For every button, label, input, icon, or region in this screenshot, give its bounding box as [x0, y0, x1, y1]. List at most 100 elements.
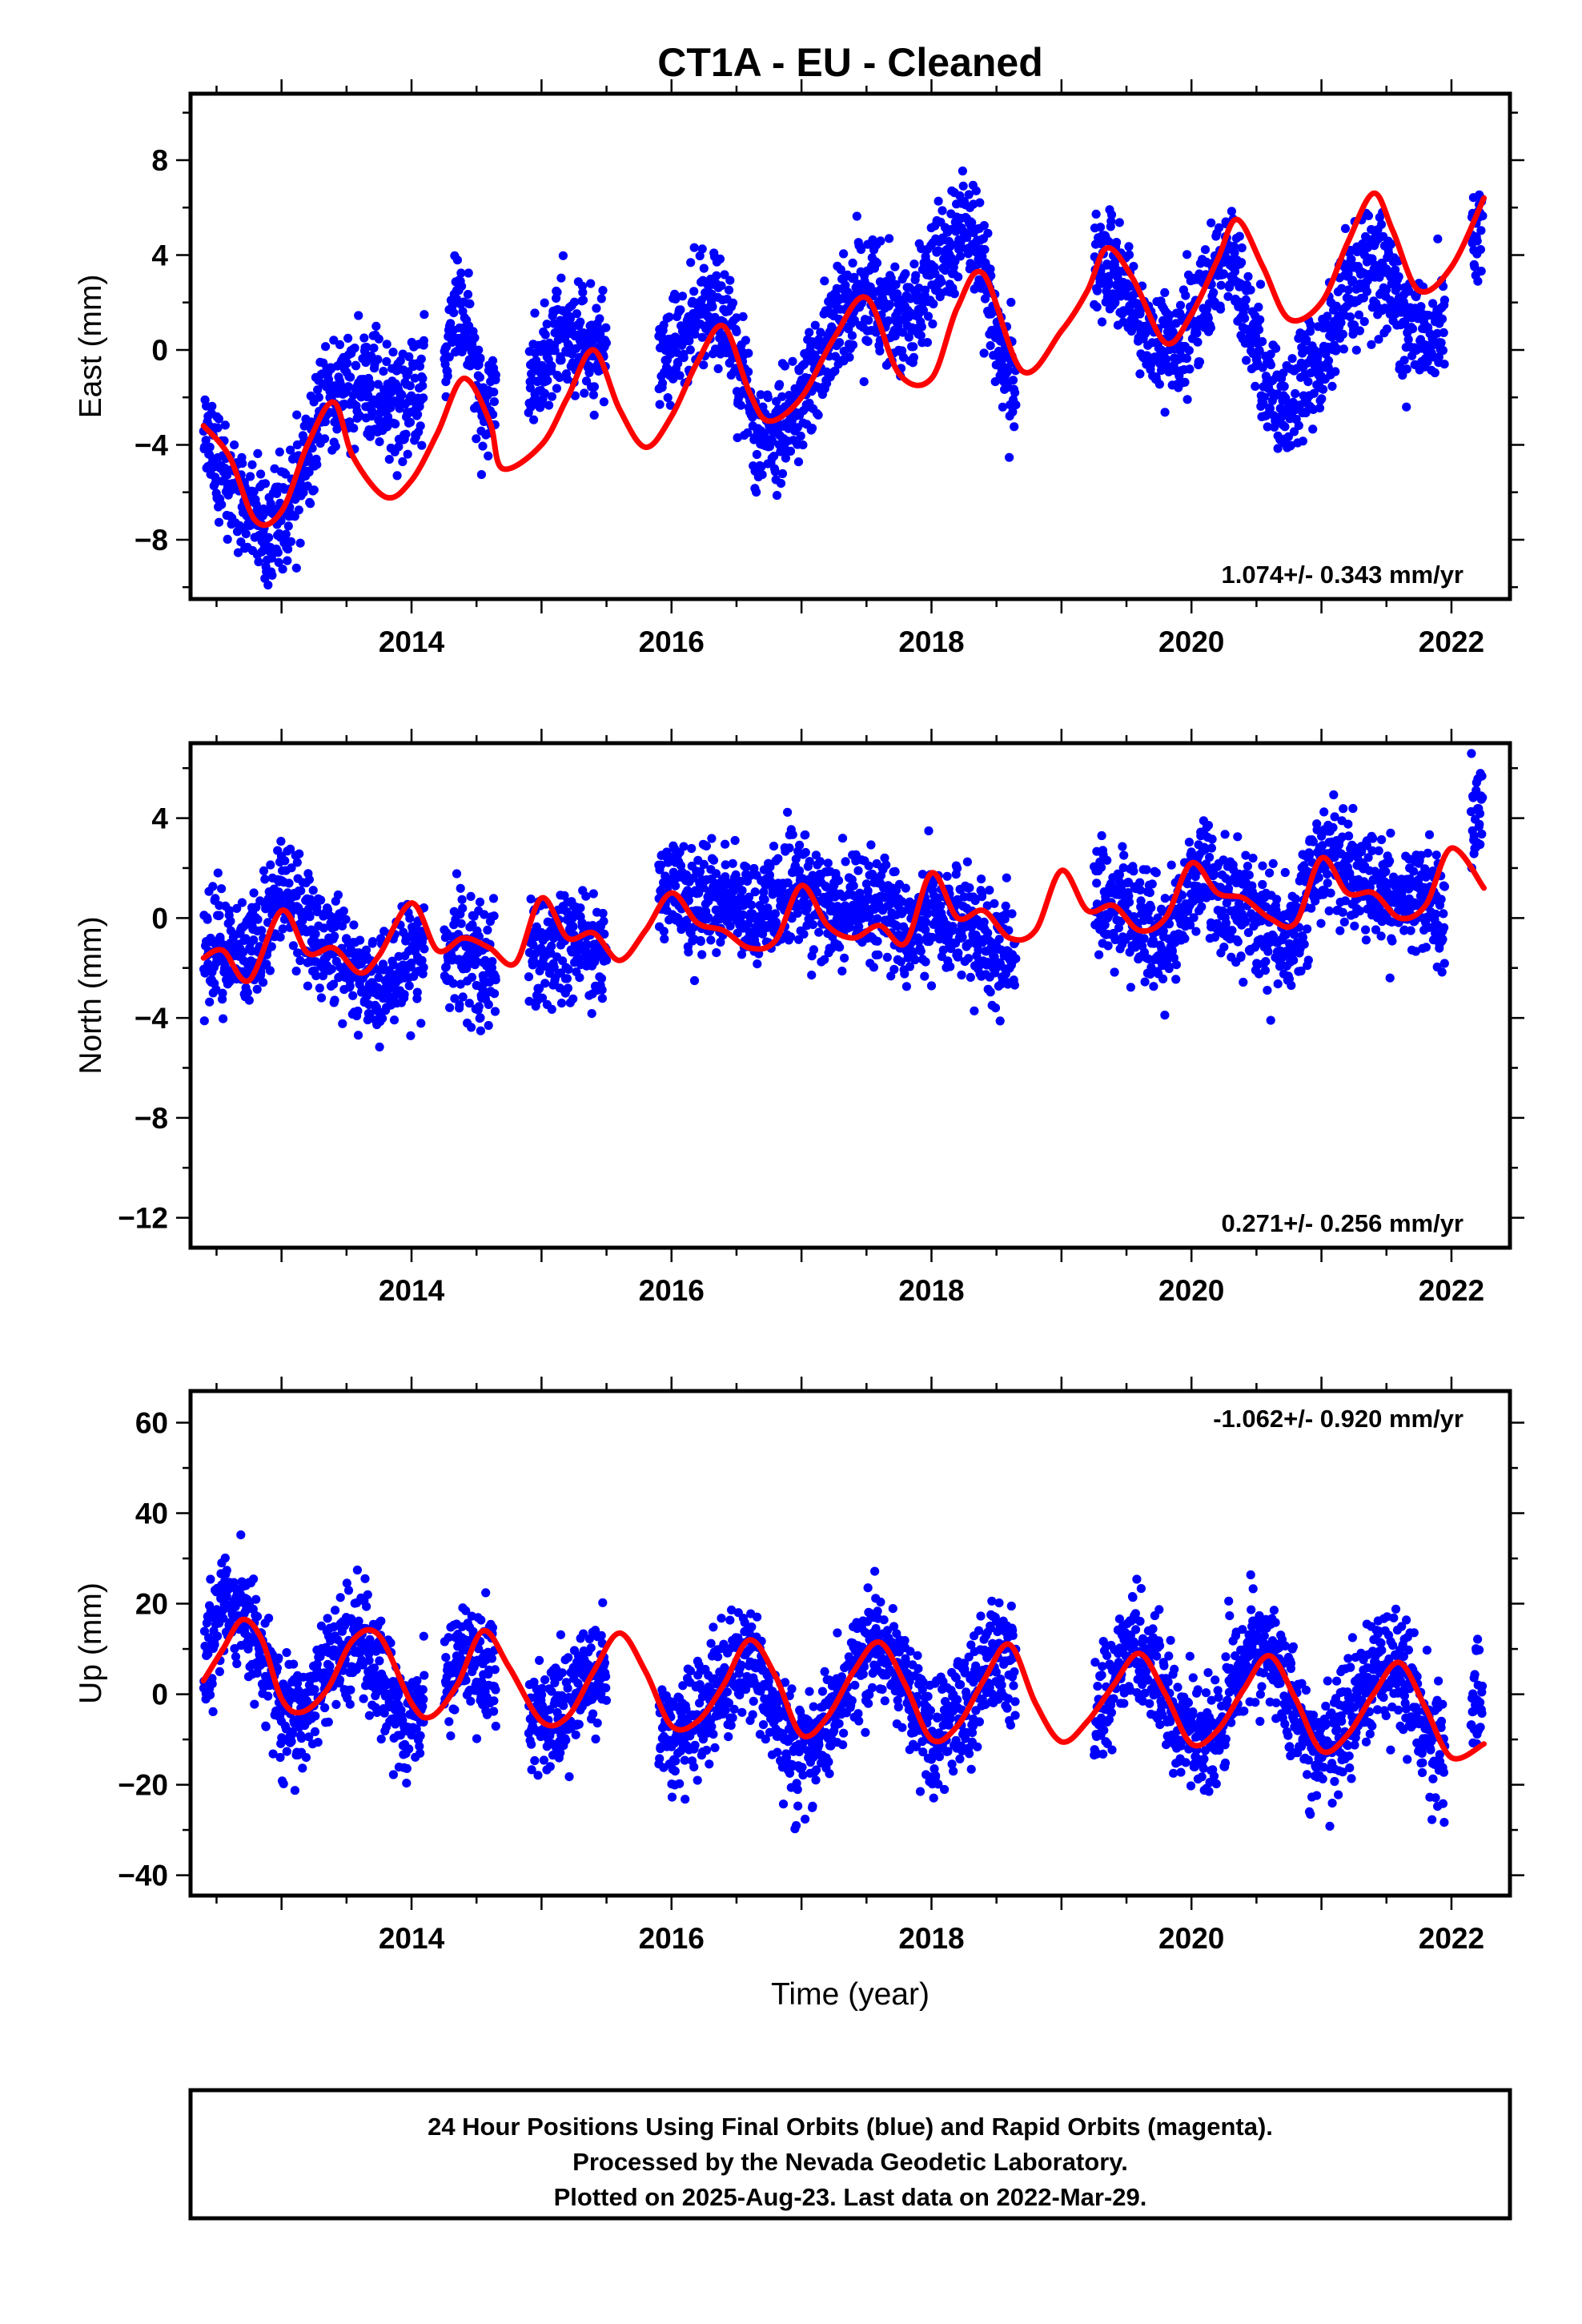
- data-point: [1160, 287, 1170, 297]
- data-point: [750, 887, 760, 897]
- data-point: [480, 910, 489, 919]
- data-point: [1306, 320, 1315, 330]
- data-point: [863, 886, 873, 895]
- data-point: [1205, 852, 1215, 862]
- data-point: [314, 392, 323, 402]
- data-point: [1206, 323, 1215, 332]
- data-point: [920, 971, 930, 981]
- data-point: [1227, 207, 1236, 216]
- data-point: [1186, 920, 1195, 930]
- data-point: [468, 920, 477, 930]
- data-point: [291, 967, 301, 976]
- data-point: [466, 891, 476, 901]
- data-point: [349, 920, 359, 930]
- data-point: [540, 979, 550, 988]
- data-point: [970, 1006, 979, 1015]
- data-point: [400, 990, 409, 999]
- data-point: [805, 328, 814, 337]
- data-point: [266, 860, 275, 870]
- data-point: [1255, 279, 1266, 289]
- data-point: [881, 860, 891, 870]
- data-point: [863, 336, 873, 346]
- data-point: [998, 402, 1007, 412]
- data-point: [1266, 349, 1275, 359]
- data-point: [1279, 381, 1289, 392]
- data-point: [1237, 258, 1247, 267]
- data-point: [1246, 285, 1255, 295]
- data-point: [921, 285, 930, 295]
- data-point: [1220, 830, 1230, 839]
- data-point: [1192, 328, 1202, 338]
- data-point: [848, 340, 858, 350]
- data-point: [1182, 879, 1192, 889]
- data-point: [570, 391, 580, 400]
- data-point: [456, 919, 466, 928]
- data-point: [388, 348, 398, 357]
- data-point: [1218, 906, 1227, 916]
- data-point: [1215, 304, 1226, 314]
- data-point: [1437, 314, 1447, 324]
- data-point: [205, 997, 215, 1007]
- data-point: [474, 1002, 484, 1011]
- data-point: [265, 966, 275, 975]
- data-point: [1242, 356, 1251, 365]
- data-point: [1367, 340, 1376, 349]
- data-point: [1302, 335, 1311, 344]
- data-point: [295, 849, 304, 858]
- data-point: [410, 373, 420, 383]
- data-point: [445, 1003, 455, 1012]
- data-point: [382, 340, 391, 349]
- data-point: [1343, 269, 1353, 279]
- data-point: [763, 392, 773, 403]
- data-point: [233, 548, 243, 557]
- data-point: [321, 342, 331, 352]
- data-point: [1332, 344, 1342, 354]
- data-point: [214, 414, 223, 424]
- data-point: [859, 377, 869, 387]
- data-point: [977, 875, 986, 884]
- data-point: [354, 948, 363, 958]
- data-point: [1291, 388, 1300, 399]
- data-point: [799, 929, 809, 939]
- data-point: [927, 932, 938, 943]
- data-point: [359, 333, 369, 343]
- data-point: [1266, 360, 1275, 370]
- data-point: [671, 294, 681, 304]
- data-point: [1381, 285, 1391, 295]
- data-point: [458, 992, 468, 1002]
- data-point: [659, 927, 669, 936]
- data-point: [362, 343, 371, 352]
- data-point: [260, 479, 271, 489]
- data-point: [1404, 287, 1414, 296]
- page-title: CT1A - EU - Cleaned: [657, 40, 1043, 85]
- data-point: [292, 410, 302, 420]
- data-point: [1001, 901, 1010, 911]
- data-point: [224, 906, 234, 915]
- data-point: [1180, 377, 1190, 387]
- data-point: [1135, 369, 1145, 379]
- data-point: [856, 245, 866, 255]
- data-point: [378, 1014, 387, 1023]
- data-point: [320, 434, 330, 444]
- data-point: [830, 366, 840, 376]
- data-point: [965, 883, 974, 893]
- data-point: [659, 320, 669, 330]
- data-point: [249, 935, 259, 945]
- data-point: [311, 929, 320, 939]
- data-point: [929, 299, 938, 309]
- data-point: [247, 460, 257, 469]
- data-point: [330, 931, 339, 941]
- data-point: [1286, 440, 1295, 450]
- data-point: [890, 866, 900, 876]
- data-point: [704, 913, 713, 923]
- data-point: [476, 353, 485, 363]
- data-point: [699, 859, 709, 869]
- data-point: [1114, 218, 1124, 227]
- data-point: [685, 336, 694, 346]
- data-point: [333, 890, 343, 900]
- data-point: [476, 1013, 485, 1023]
- data-point: [1094, 950, 1104, 959]
- data-point: [223, 534, 232, 545]
- data-point: [283, 545, 293, 554]
